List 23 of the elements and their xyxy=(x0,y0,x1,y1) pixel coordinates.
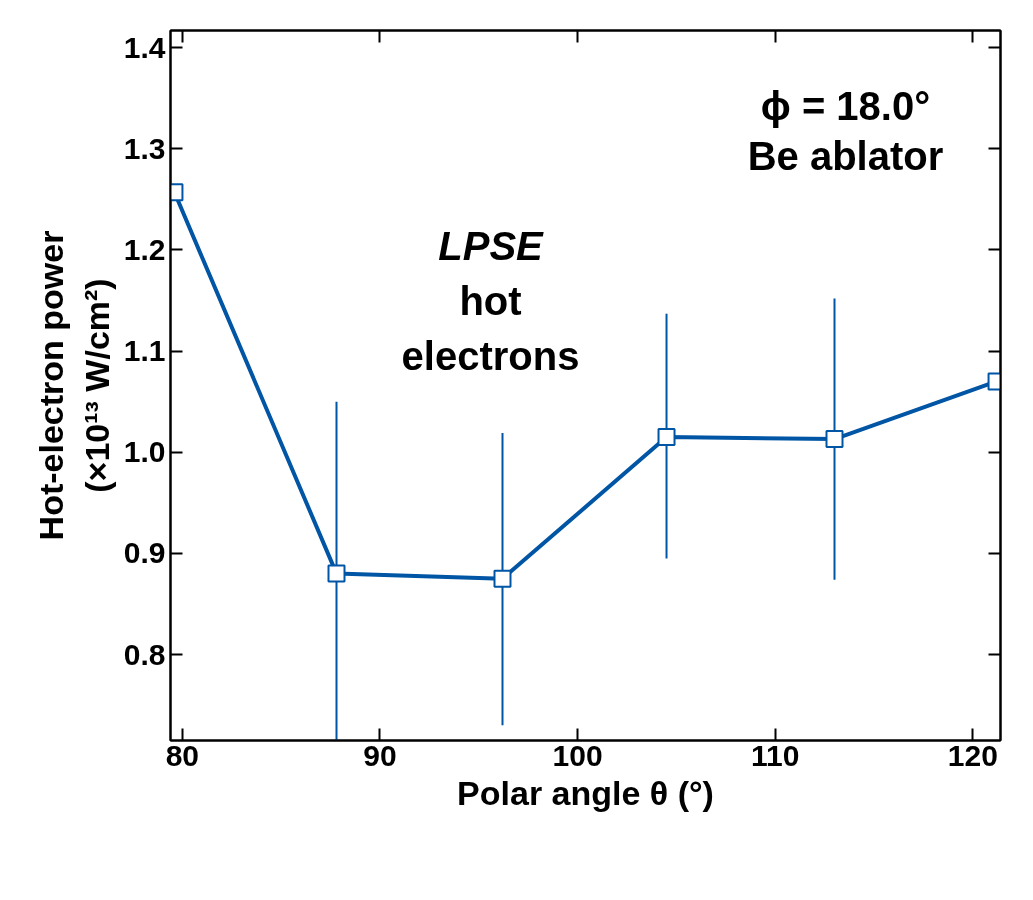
point xyxy=(825,430,844,449)
x-tick-label: 80 xyxy=(165,738,200,772)
point xyxy=(493,569,512,588)
y-axis-title: Hot-electron power (×10¹³ W/cm²) xyxy=(32,230,116,541)
x-tick-label: 120 xyxy=(947,738,998,772)
y-tick-label: 0.9 xyxy=(123,536,166,570)
point xyxy=(657,428,676,447)
x-tick-label: 100 xyxy=(552,738,603,772)
point xyxy=(327,564,346,583)
annotation: electrons xyxy=(401,333,580,378)
x-axis-title: Polar angle θ (°) xyxy=(457,773,714,812)
y-tick-label: 1.1 xyxy=(123,334,166,368)
annotation: hot xyxy=(459,278,522,323)
y-tick-label: 1.4 xyxy=(123,30,166,64)
annotation: Be ablator xyxy=(747,133,944,178)
y-tick-label: 0.8 xyxy=(123,637,166,671)
y-tick-label: 1.0 xyxy=(123,435,166,469)
y-tick-label: 1.3 xyxy=(123,131,166,165)
annotation: LPSE xyxy=(438,223,545,268)
x-tick-label: 110 xyxy=(751,738,800,772)
annotation: ϕ = 18.0° xyxy=(760,83,931,128)
y-tick-label: 1.2 xyxy=(123,232,166,266)
x-tick-label: 90 xyxy=(363,738,397,772)
